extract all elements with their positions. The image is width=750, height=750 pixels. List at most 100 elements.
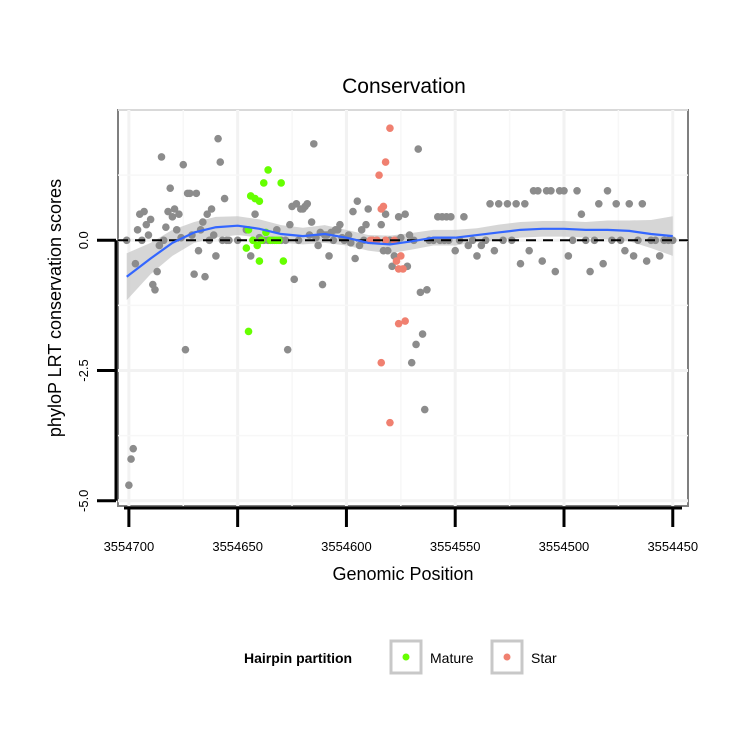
point-mature: [277, 179, 285, 187]
x-tick-label: 3554500: [539, 539, 590, 554]
point-other: [420, 405, 429, 414]
point-other: [281, 236, 290, 245]
point-mature: [259, 179, 268, 187]
point-other: [181, 345, 190, 354]
point-other: [220, 194, 229, 203]
point-other: [349, 207, 357, 216]
point-other: [407, 358, 416, 367]
point-other: [303, 199, 312, 208]
plot-panel: [117, 109, 689, 507]
point-star: [377, 358, 386, 367]
point-other: [503, 199, 512, 208]
loess-smooth-line: [126, 224, 673, 278]
point-other: [199, 218, 207, 226]
y-tick-label: -2.5: [76, 359, 91, 381]
point-other: [551, 267, 560, 276]
point-other: [153, 267, 161, 276]
chart-title: Conservation: [342, 75, 466, 98]
point-other: [525, 246, 533, 255]
point-other: [157, 153, 166, 161]
point-other: [560, 186, 568, 195]
point-other: [155, 241, 164, 250]
point-star: [386, 124, 394, 133]
point-other: [314, 241, 322, 250]
point-other: [629, 252, 638, 260]
point-other: [534, 186, 542, 195]
point-other: [586, 267, 594, 276]
point-other: [214, 134, 222, 143]
legend-title: Hairpin partition: [244, 650, 352, 666]
point-other: [125, 481, 133, 489]
point-other: [127, 455, 135, 463]
point-other: [490, 246, 499, 255]
point-other: [140, 207, 148, 216]
y-tick-label: 0.0: [76, 231, 91, 249]
point-other: [512, 199, 520, 208]
point-other: [170, 205, 179, 213]
point-other: [377, 220, 386, 229]
point-other: [595, 199, 603, 208]
point-other: [351, 254, 359, 263]
point-other: [612, 199, 621, 208]
point-other: [318, 280, 327, 289]
point-other: [290, 275, 299, 284]
point-star: [386, 418, 394, 427]
point-star: [381, 236, 390, 245]
x-tick-label: 3554700: [104, 539, 155, 554]
point-other: [401, 210, 409, 219]
point-other: [209, 231, 218, 239]
point-other: [451, 246, 460, 255]
point-other: [216, 158, 225, 166]
point-other: [151, 285, 159, 294]
legend-label-mature: Mature: [430, 650, 474, 666]
point-other: [172, 226, 181, 234]
point-other: [201, 272, 209, 281]
point-other: [212, 252, 220, 260]
point-other: [362, 220, 370, 229]
point-other: [310, 140, 318, 148]
point-other: [516, 259, 525, 268]
point-other: [142, 220, 151, 229]
point-mature: [246, 192, 255, 200]
smooth-line-layer: [126, 224, 673, 278]
point-other: [564, 252, 573, 260]
point-mature: [279, 257, 288, 265]
point-other: [325, 252, 333, 260]
x-tick-label: 3554450: [647, 539, 698, 554]
point-other: [166, 184, 175, 192]
point-other: [538, 257, 547, 265]
point-other: [521, 199, 529, 208]
point-other: [194, 246, 203, 255]
point-other: [146, 215, 155, 224]
point-other: [494, 199, 503, 208]
point-other: [405, 231, 414, 239]
point-other: [388, 262, 396, 271]
point-other: [464, 241, 473, 250]
point-other: [336, 220, 344, 229]
point-star: [381, 158, 390, 166]
point-other: [642, 257, 651, 265]
point-other: [168, 213, 177, 221]
point-other: [329, 236, 338, 245]
legend-key-star-dot: [503, 653, 511, 661]
point-other: [481, 236, 490, 245]
legend-label-star: Star: [531, 650, 557, 666]
point-other: [144, 231, 153, 239]
point-other: [625, 199, 634, 208]
y-axis: -5.0 -2.5 0.0: [76, 231, 118, 512]
point-star: [394, 319, 403, 328]
point-other: [251, 210, 259, 219]
point-star: [397, 252, 405, 260]
point-other: [499, 236, 507, 245]
point-other: [599, 259, 607, 268]
point-other: [246, 252, 255, 260]
point-other: [292, 199, 301, 208]
point-mature: [249, 236, 257, 245]
point-other: [638, 199, 647, 208]
point-other: [447, 213, 455, 221]
point-other: [568, 236, 577, 245]
point-mature: [242, 244, 251, 252]
point-other: [159, 236, 168, 245]
point-other: [294, 236, 303, 245]
